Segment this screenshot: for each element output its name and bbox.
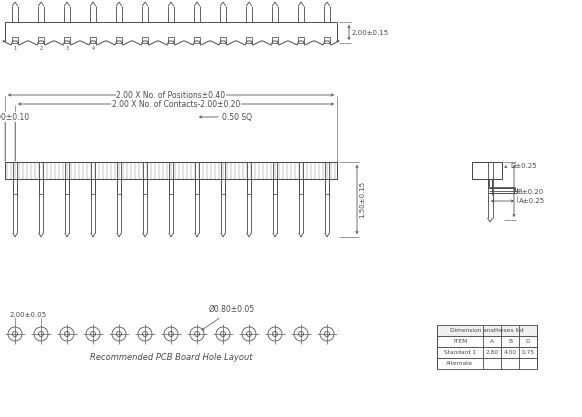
Text: 4: 4 <box>91 45 94 50</box>
Bar <box>437 325 537 336</box>
Text: 2.00±0.10: 2.00±0.10 <box>0 113 30 121</box>
Bar <box>142 37 148 43</box>
Bar <box>64 37 70 43</box>
Bar <box>324 37 330 43</box>
Bar <box>90 37 96 43</box>
Text: Recommended PCB Board Hole Layout: Recommended PCB Board Hole Layout <box>90 352 252 362</box>
Text: Standard 1: Standard 1 <box>444 350 476 355</box>
Text: A±0.25: A±0.25 <box>519 198 545 204</box>
Bar <box>298 37 304 43</box>
Bar <box>437 358 537 369</box>
Text: ITEM: ITEM <box>453 339 467 344</box>
Bar <box>5 162 337 179</box>
Bar <box>168 37 174 43</box>
Text: 1: 1 <box>13 45 16 50</box>
Text: 2.00±0.05: 2.00±0.05 <box>9 312 47 318</box>
Bar <box>194 37 200 43</box>
Text: 2: 2 <box>40 45 42 50</box>
Bar <box>38 37 44 43</box>
Text: 2.00±0.15: 2.00±0.15 <box>352 30 389 35</box>
Text: 1.50±0.15: 1.50±0.15 <box>359 181 365 218</box>
Bar <box>437 347 537 358</box>
Bar <box>116 37 122 43</box>
Text: A: A <box>490 339 494 344</box>
Text: 2.00 X No. of Positions±0.40: 2.00 X No. of Positions±0.40 <box>116 90 226 100</box>
Text: 0.50 SQ: 0.50 SQ <box>222 113 252 121</box>
Bar <box>437 336 537 347</box>
Text: Ø0.80±0.05: Ø0.80±0.05 <box>202 305 255 330</box>
Text: 0.75: 0.75 <box>521 350 534 355</box>
Text: B±0.20: B±0.20 <box>517 189 543 195</box>
Bar <box>472 162 502 179</box>
Bar <box>246 37 252 43</box>
Bar <box>220 37 226 43</box>
Text: 3: 3 <box>65 45 69 50</box>
Text: D: D <box>526 339 530 344</box>
Text: 2.00 X No. of Contacts-2.00±0.20: 2.00 X No. of Contacts-2.00±0.20 <box>112 100 240 108</box>
Text: Alternate: Alternate <box>446 361 474 366</box>
Text: Dimension anatheses list: Dimension anatheses list <box>450 328 524 333</box>
Bar <box>272 37 278 43</box>
Text: 2.80: 2.80 <box>485 350 499 355</box>
Text: B: B <box>508 339 512 344</box>
Text: 4.00: 4.00 <box>503 350 517 355</box>
Bar <box>12 37 18 43</box>
Text: D±0.25: D±0.25 <box>510 163 537 168</box>
